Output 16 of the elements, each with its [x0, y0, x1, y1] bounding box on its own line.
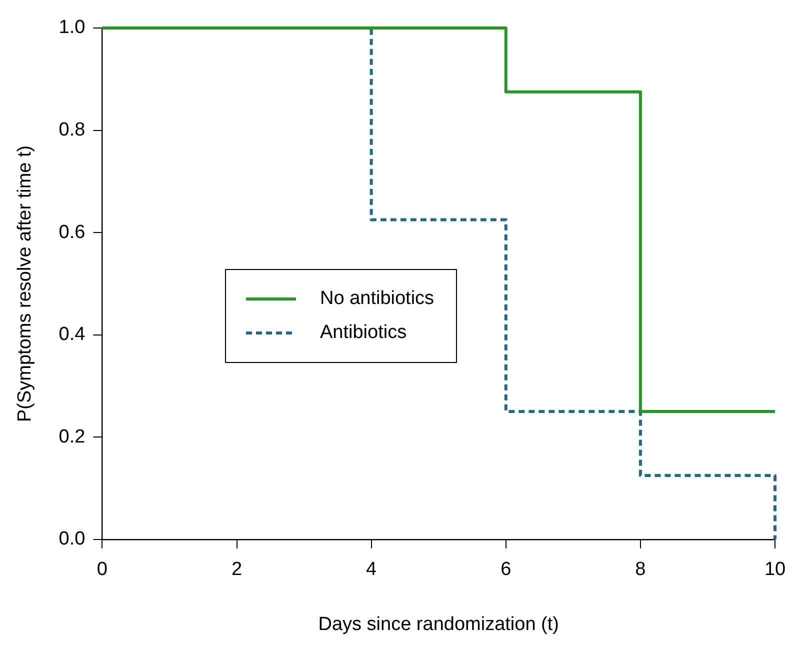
y-tick-label: 0.6 — [58, 222, 86, 243]
y-tick-label: 0.0 — [58, 528, 86, 550]
legend-label: Antibiotics — [320, 322, 407, 344]
x-tick-label: 10 — [764, 559, 786, 580]
x-tick-label: 4 — [366, 559, 378, 580]
legend-label: No antibiotics — [320, 288, 434, 310]
y-tick-label: 0.4 — [58, 324, 86, 346]
x-tick-label: 2 — [231, 559, 242, 580]
y-tick-label: 0.8 — [58, 120, 86, 141]
y-tick-label: 1.0 — [58, 17, 86, 38]
x-tick-label: 8 — [635, 559, 646, 580]
y-tick-label: 0.2 — [58, 426, 86, 448]
y-axis-title: P(Symptoms resolve after time t) — [14, 145, 36, 422]
x-tick-label: 0 — [96, 559, 108, 580]
x-tick-label: 6 — [500, 559, 512, 580]
x-axis-title: Days since randomization (t) — [318, 614, 559, 635]
